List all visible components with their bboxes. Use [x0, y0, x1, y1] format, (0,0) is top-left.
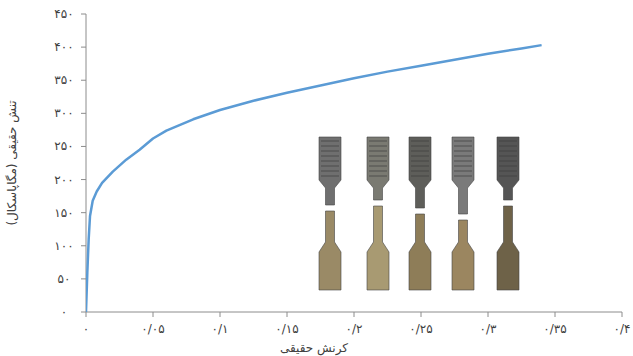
grip-serration [321, 146, 339, 147]
grip-serration [454, 171, 472, 172]
x-tick [287, 312, 288, 317]
grip-serration [321, 161, 339, 162]
grip-serration [321, 151, 339, 152]
specimen-upper [409, 137, 431, 208]
y-tick-label: ۱۵۰ [54, 206, 73, 220]
x-tick [86, 312, 87, 317]
grip-serration [454, 161, 472, 162]
grip-serration [369, 176, 387, 177]
specimen-lower [452, 220, 474, 290]
grip-serration [369, 161, 387, 162]
grip-serration [454, 146, 472, 147]
specimen-lower [319, 211, 341, 290]
y-tick-label: ۴۰۰ [54, 40, 73, 54]
x-tick-label: ۰/۱ [212, 322, 229, 336]
specimen-lower [497, 206, 519, 290]
grip-serration [454, 141, 472, 142]
y-tick [81, 113, 86, 114]
specimen [452, 137, 474, 290]
grip-serration [369, 166, 387, 167]
y-tick [81, 245, 86, 246]
grip-serration [369, 156, 387, 157]
y-tick-label: ۵۰ [58, 272, 71, 286]
grip-serration [369, 141, 387, 142]
x-tick [421, 312, 422, 317]
grip-serration [499, 161, 517, 162]
grip-serration [499, 176, 517, 177]
grip-serration [321, 141, 339, 142]
x-tick-label: ۰/۳۵ [543, 322, 566, 336]
y-tick [81, 312, 86, 313]
y-tick-label: ۲۵۰ [54, 139, 73, 153]
specimen-upper [452, 137, 474, 214]
grip-serration [454, 176, 472, 177]
specimen-upper [367, 137, 389, 200]
specimen-photo [319, 137, 519, 290]
y-tick [81, 212, 86, 213]
x-tick [488, 312, 489, 317]
y-tick [81, 80, 86, 81]
x-tick-label: ۰/۴ [614, 322, 631, 336]
grip-serration [454, 166, 472, 167]
grip-serration [499, 151, 517, 152]
grip-serration [499, 166, 517, 167]
x-tick-label: ۰/۳ [480, 322, 497, 336]
x-tick-label: ۰ [83, 322, 89, 336]
x-tick-label: ۰/۲ [346, 322, 363, 336]
specimen-lower [409, 214, 431, 290]
y-tick-label: ۳۰۰ [54, 106, 73, 120]
plot-area [86, 45, 542, 312]
specimen [367, 137, 389, 290]
y-tick-label: ۴۵۰ [54, 7, 73, 21]
specimen [497, 137, 519, 290]
grip-serration [369, 151, 387, 152]
specimen-upper [319, 137, 341, 205]
y-axis-title: تنش حقیقی (مگاپاسکال) [5, 100, 20, 225]
grip-serration [411, 161, 429, 162]
y-tick-label: ۳۵۰ [54, 73, 73, 87]
grip-serration [411, 141, 429, 142]
y-tick [81, 14, 86, 15]
x-tick-label: ۰/۱۵ [275, 322, 298, 336]
x-tick [354, 312, 355, 317]
grip-serration [411, 176, 429, 177]
grip-serration [369, 171, 387, 172]
grip-serration [369, 146, 387, 147]
grip-serration [321, 156, 339, 157]
grip-serration [321, 171, 339, 172]
grip-serration [411, 171, 429, 172]
grip-serration [321, 176, 339, 177]
specimen [319, 137, 341, 290]
x-tick-label: ۰/۰۵ [141, 322, 164, 336]
grip-serration [499, 156, 517, 157]
grip-serration [499, 146, 517, 147]
grip-serration [499, 141, 517, 142]
grip-serration [499, 171, 517, 172]
x-tick [153, 312, 154, 317]
specimen-lower [367, 206, 389, 290]
chart: ۰ ۵۰ ۱۰۰ ۱۵۰ ۲۰۰ ۲۵۰ ۳۰۰ ۳۵۰ ۴۰۰ ۴۵۰ ۰ ۰/۰۵ ۰/۱ ۰/۱۵ ۰… [0, 0, 633, 356]
grip-serration [321, 166, 339, 167]
grip-serration [411, 151, 429, 152]
grip-serration [411, 156, 429, 157]
y-tick [81, 179, 86, 180]
y-tick [81, 47, 86, 48]
x-tick [555, 312, 556, 317]
grip-serration [411, 146, 429, 147]
grip-serration [454, 151, 472, 152]
x-tick-label: ۰/۲۵ [409, 322, 432, 336]
y-tick-label: ۲۰۰ [54, 173, 73, 187]
stress-strain-line [86, 45, 542, 312]
y-tick [81, 278, 86, 279]
y-tick [81, 146, 86, 147]
y-tick-label: ۰ [61, 305, 67, 319]
grip-serration [411, 166, 429, 167]
y-tick-label: ۱۰۰ [54, 239, 73, 253]
x-axis-title: کرنش حقیقی [280, 341, 348, 356]
x-tick [622, 312, 623, 317]
specimen [409, 137, 431, 290]
x-tick [220, 312, 221, 317]
grip-serration [454, 156, 472, 157]
specimen-upper [497, 137, 519, 200]
